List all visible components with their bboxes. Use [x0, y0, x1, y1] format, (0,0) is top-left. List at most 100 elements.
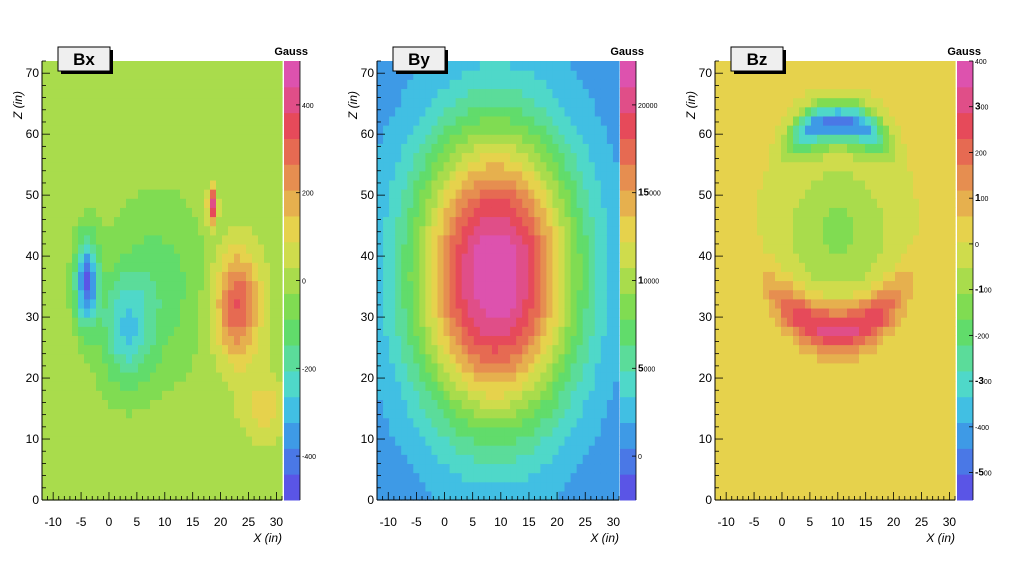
heatmap-cell [186, 106, 193, 117]
heatmap-cell [395, 143, 402, 154]
heatmap-cell [102, 143, 109, 154]
heatmap-cell [437, 362, 445, 373]
heatmap-cell [210, 170, 217, 181]
heatmap-cell [781, 115, 788, 126]
heatmap-cell [491, 253, 499, 263]
heatmap-cell [516, 216, 523, 227]
heatmap-cell [558, 262, 566, 272]
heatmap-cell [90, 472, 97, 483]
heatmap-cell [150, 70, 157, 80]
heatmap-cell [510, 61, 517, 71]
heatmap-cell [425, 417, 433, 428]
heatmap-cell [739, 426, 746, 437]
heatmap-cell [150, 335, 157, 346]
heatmap-cell [751, 179, 758, 190]
heatmap-cell [733, 353, 740, 364]
heatmap-cell [461, 481, 469, 492]
heatmap-cell [66, 408, 73, 419]
heatmap-cell [781, 161, 788, 172]
heatmap-cell [234, 417, 241, 428]
heatmap-cell [546, 371, 554, 382]
heatmap-cell [54, 472, 61, 483]
heatmap-cell [558, 161, 566, 172]
heatmap-cell [264, 161, 271, 172]
heatmap-cell [455, 289, 463, 300]
heatmap-cell [401, 335, 408, 346]
heatmap-cell [162, 454, 169, 465]
y-tick-label: 20 [26, 371, 40, 385]
heatmap-cell [594, 335, 602, 346]
heatmap-cell [216, 335, 223, 346]
heatmap-cell [516, 143, 523, 154]
heatmap-cell [769, 353, 776, 364]
heatmap-cell [576, 234, 584, 245]
heatmap-cell [570, 371, 578, 382]
heatmap-cell [570, 225, 578, 236]
heatmap-cell [198, 371, 205, 382]
heatmap-cell [763, 106, 770, 117]
heatmap-cell [739, 97, 746, 108]
heatmap-cell [377, 152, 384, 163]
heatmap-cell [431, 445, 439, 455]
heatmap-cell [407, 134, 414, 144]
heatmap-cell [150, 435, 157, 446]
heatmap-cell [198, 152, 205, 163]
heatmap-cell [582, 381, 590, 391]
heatmap-cell [264, 198, 271, 208]
heatmap-cell [443, 454, 451, 465]
heatmap-cell [437, 289, 445, 300]
heatmap-cell [240, 115, 247, 126]
heatmap-cell [60, 152, 67, 163]
heatmap-cell [204, 307, 211, 318]
heatmap-cell [769, 115, 776, 126]
heatmap-cell [180, 307, 187, 318]
heatmap-cell [174, 79, 181, 90]
heatmap-cell [72, 353, 79, 364]
heatmap-cell [552, 289, 560, 300]
heatmap-cell [775, 381, 782, 391]
heatmap-cell [799, 143, 806, 154]
heatmap-cell [60, 353, 67, 364]
heatmap-cell [504, 134, 511, 144]
heatmap-cell [48, 463, 55, 474]
heatmap-cell [401, 317, 408, 327]
heatmap-cell [383, 344, 390, 355]
heatmap-cell [162, 106, 169, 117]
heatmap-cell [522, 161, 529, 172]
heatmap-cell [395, 170, 402, 181]
heatmap-cell [395, 70, 402, 80]
heatmap-cell [126, 61, 133, 71]
heatmap-cell [389, 134, 396, 144]
heatmap-cell [252, 216, 259, 227]
heatmap-cell [102, 381, 109, 391]
heatmap-cell [96, 490, 103, 501]
heatmap-cell [377, 344, 384, 355]
heatmap-cell [48, 472, 55, 483]
heatmap-cell [600, 381, 608, 391]
heatmap-cell [120, 179, 127, 190]
heatmap-cell [48, 390, 55, 400]
heatmap-cell [787, 472, 794, 483]
heatmap-cell [805, 381, 812, 391]
heatmap-cell [192, 371, 199, 382]
heatmap-cell [612, 445, 620, 455]
heatmap-cell [491, 463, 499, 474]
heatmap-cell [733, 445, 740, 455]
heatmap-cell [270, 353, 277, 364]
heatmap-cell [594, 362, 602, 373]
heatmap-cell [570, 216, 578, 227]
heatmap-cell [168, 106, 175, 117]
heatmap-cell [270, 445, 277, 455]
heatmap-cell [564, 106, 572, 117]
heatmap-cell [54, 408, 61, 419]
heatmap-cell [84, 445, 91, 455]
colorbar-tick-small: -200 [302, 366, 316, 373]
heatmap-cell [449, 390, 457, 400]
heatmap-cell [108, 161, 115, 172]
heatmap-cell [252, 408, 259, 419]
heatmap-cell [570, 390, 578, 400]
heatmap-cell [594, 490, 602, 501]
heatmap-cell [252, 289, 259, 300]
heatmap-cell [733, 170, 740, 181]
heatmap-cell [461, 243, 469, 254]
